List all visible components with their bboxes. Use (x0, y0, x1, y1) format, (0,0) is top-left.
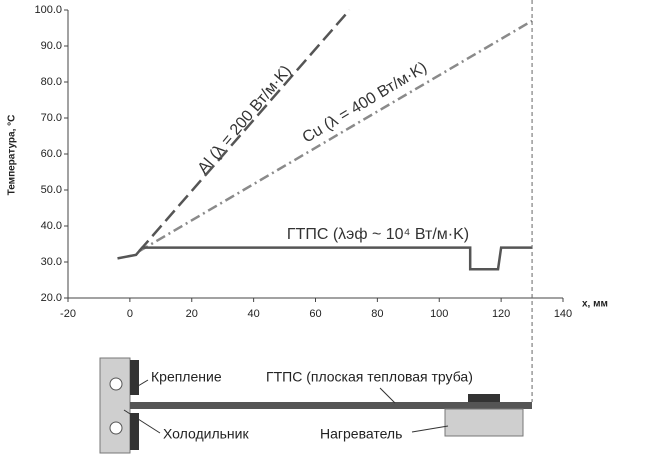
diagram-label: Нагреватель (320, 426, 402, 442)
series-line (138, 9, 351, 253)
y-tick-label: 80.0 (41, 76, 62, 88)
series-annotation: ГТПС (λэф ~ 10⁴ Вт/м·K) (287, 226, 469, 243)
mount (130, 413, 139, 450)
x-tick-label: 80 (371, 308, 383, 320)
hole (109, 377, 123, 391)
x-tick-label: 100 (430, 308, 448, 320)
leader (411, 425, 449, 433)
x-axis-label: x, мм (582, 299, 608, 310)
leader (123, 409, 161, 434)
leader (137, 379, 149, 387)
y-axis-label: Температура, °C (7, 115, 18, 196)
diagram-label: Холодильник (163, 426, 249, 442)
x-tick-label: 0 (127, 308, 133, 320)
diagram-label: Крепление (151, 369, 222, 385)
cooler (99, 357, 131, 454)
heat-pipe (130, 402, 532, 409)
y-tick-label: 30.0 (41, 256, 62, 268)
diagram (99, 357, 532, 454)
x-tick-label: 120 (492, 308, 510, 320)
y-tick-label: 50.0 (41, 184, 62, 196)
y-tick-label: 90.0 (41, 40, 62, 52)
series-annotation: Cu (λ = 400 Вт/м·K) (300, 59, 430, 147)
y-tick-label: 40.0 (41, 220, 62, 232)
series-line (117, 246, 533, 271)
x-tick-label: 140 (554, 308, 572, 320)
x-tick-label: 20 (186, 308, 198, 320)
series-annotation: Al (λ = 200 Вт/м·K) (195, 62, 295, 177)
heater (444, 408, 524, 437)
y-tick-label: 70.0 (41, 112, 62, 124)
leader (379, 387, 396, 404)
x-tick-label: -20 (60, 308, 76, 320)
y-tick-label: 60.0 (41, 148, 62, 160)
series-line (138, 19, 533, 253)
x-tick-label: 60 (309, 308, 321, 320)
diagram-label: ГТПС (плоская тепловая труба) (266, 369, 473, 385)
mount (130, 360, 139, 395)
x-tick-label: 40 (248, 308, 260, 320)
y-tick-label: 100.0 (34, 4, 62, 16)
y-tick-label: 20.0 (41, 292, 62, 304)
hole (109, 421, 123, 435)
heater-contact (468, 394, 500, 402)
